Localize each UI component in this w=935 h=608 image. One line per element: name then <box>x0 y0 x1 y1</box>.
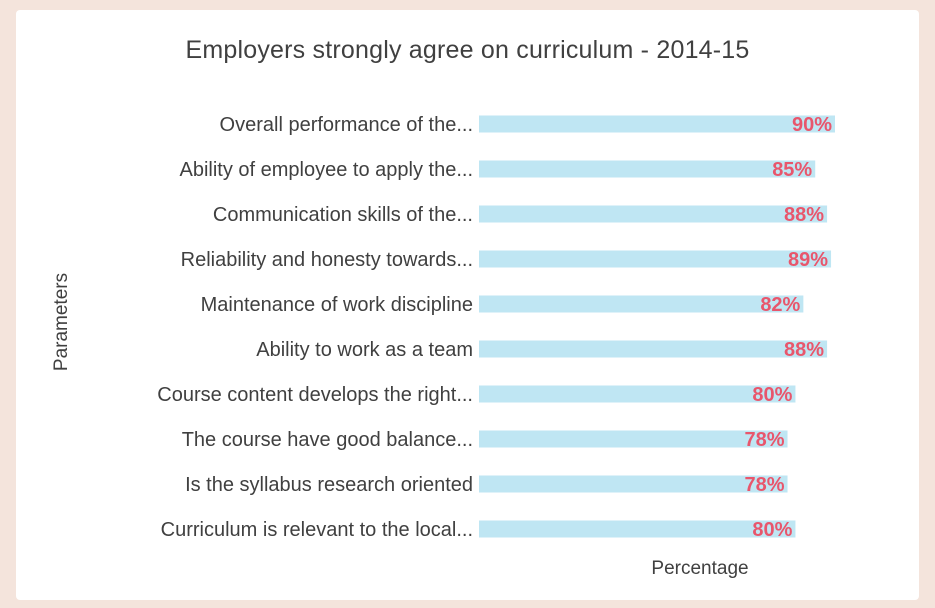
bar <box>479 430 788 448</box>
bar <box>479 205 828 223</box>
bar <box>479 475 788 493</box>
category-label: Communication skills of the... <box>213 204 473 226</box>
category-label: Is the syllabus research oriented <box>185 474 473 496</box>
bar <box>479 160 816 178</box>
category-label: Maintenance of work discipline <box>201 294 473 316</box>
data-label: 78% <box>745 474 785 496</box>
data-label: 82% <box>760 294 800 316</box>
bar <box>479 250 832 268</box>
category-label: Course content develops the right... <box>157 384 473 406</box>
x-axis-label: Percentage <box>651 558 749 579</box>
bar <box>479 340 828 358</box>
chart-title: Employers strongly agree on curriculum -… <box>185 36 750 64</box>
data-label: 85% <box>772 159 812 181</box>
bar <box>479 295 804 313</box>
bar <box>479 385 796 403</box>
category-label: Ability of employee to apply the... <box>180 159 474 181</box>
data-label: 80% <box>752 519 792 541</box>
data-label: 78% <box>745 429 785 451</box>
category-label: The course have good balance... <box>182 429 473 451</box>
data-label: 88% <box>784 339 824 361</box>
data-label: 89% <box>788 249 828 271</box>
data-label: 90% <box>792 114 832 136</box>
bar <box>479 520 796 538</box>
bar <box>479 115 835 133</box>
category-label: Ability to work as a team <box>256 339 473 361</box>
category-label: Curriculum is relevant to the local... <box>161 519 473 541</box>
category-label: Reliability and honesty towards... <box>181 249 473 271</box>
data-label: 88% <box>784 204 824 226</box>
category-label: Overall performance of the... <box>220 114 473 136</box>
data-label: 80% <box>752 384 792 406</box>
